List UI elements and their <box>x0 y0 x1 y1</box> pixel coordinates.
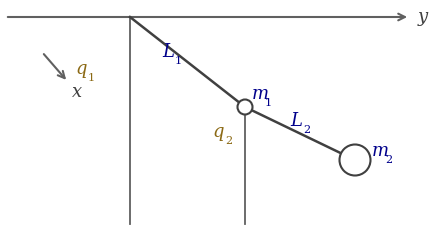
Text: q: q <box>75 60 87 78</box>
Text: L: L <box>290 112 302 130</box>
Text: 1: 1 <box>88 73 95 83</box>
Circle shape <box>339 144 371 175</box>
Text: 2: 2 <box>385 155 392 165</box>
Text: 1: 1 <box>265 98 272 108</box>
Text: 1: 1 <box>175 56 182 66</box>
Text: y: y <box>418 8 428 26</box>
Text: 2: 2 <box>303 125 310 135</box>
Text: x: x <box>72 83 82 101</box>
Text: m: m <box>372 142 389 160</box>
Text: m: m <box>252 85 269 103</box>
Text: q: q <box>212 123 224 141</box>
Text: L: L <box>162 43 174 61</box>
Circle shape <box>238 99 253 114</box>
Text: 2: 2 <box>225 136 232 146</box>
